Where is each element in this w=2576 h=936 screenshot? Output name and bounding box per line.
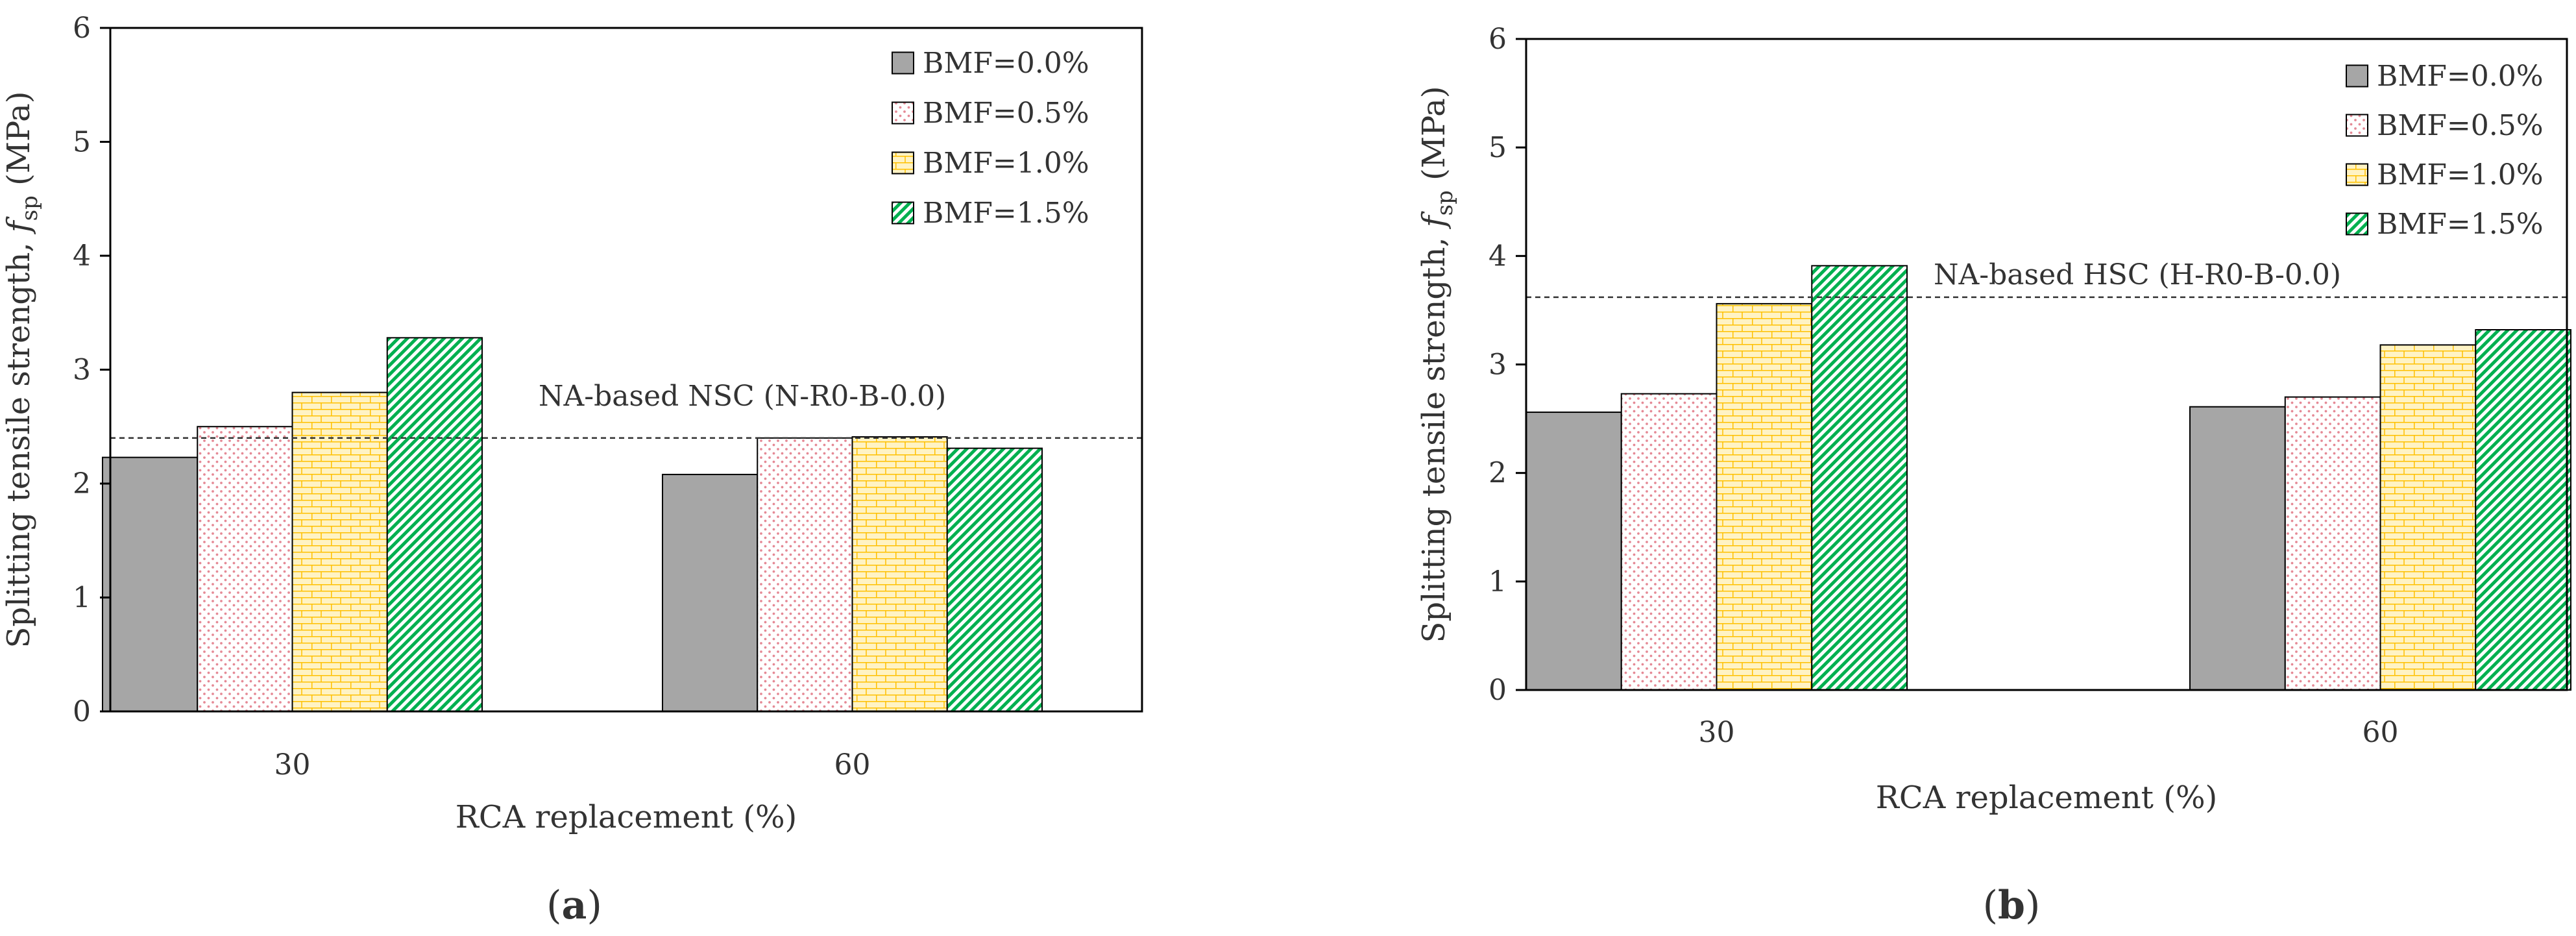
y-tick-label: 0 xyxy=(1488,674,1507,707)
bar-30-series-3 xyxy=(291,391,388,712)
bar-30-series-3 xyxy=(1716,302,1813,691)
legend-swatch xyxy=(2346,64,2368,88)
y-tick-label: 6 xyxy=(1488,23,1507,56)
y-tick-label: 0 xyxy=(73,695,91,728)
x-tick-label: 60 xyxy=(2363,716,2399,749)
panel-caption-a: (a) xyxy=(546,883,602,928)
legend-entry-label: BMF=1.5% xyxy=(2377,208,2544,241)
y-tick-label: 4 xyxy=(1488,240,1507,273)
x-tick-label: 30 xyxy=(1699,716,1735,749)
legend: BMF=0.0% BMF=0.5% BMF=1.0% BMF=1.5% xyxy=(2346,60,2544,241)
y-tick-label: 3 xyxy=(73,354,91,387)
legend-entry-label: BMF=0.5% xyxy=(2377,109,2544,142)
x-axis-label: RCA replacement (%) xyxy=(456,799,797,835)
bar-30-series-1 xyxy=(1525,412,1622,691)
legend-swatch xyxy=(2346,114,2368,137)
bar-30-series-2 xyxy=(1620,393,1718,691)
legend-swatch xyxy=(2346,163,2368,186)
legend-entry-label: BMF=0.0% xyxy=(923,47,1089,80)
bar-60-series-4 xyxy=(946,447,1043,712)
bar-30-series-1 xyxy=(102,456,199,712)
bar-60-series-3 xyxy=(851,436,948,712)
legend-swatch xyxy=(892,101,914,125)
bar-30-series-4 xyxy=(1811,265,1908,691)
bar-60-series-1 xyxy=(2189,406,2286,691)
y-tick-label: 6 xyxy=(73,12,91,45)
y-tick-label: 4 xyxy=(73,240,91,273)
bar-60-series-1 xyxy=(662,473,759,713)
x-axis-label: RCA replacement (%) xyxy=(1876,780,2218,816)
legend-entry-label: BMF=0.0% xyxy=(2377,60,2544,93)
y-tick-label: 3 xyxy=(1488,349,1507,382)
bar-60-series-3 xyxy=(2379,344,2477,691)
reference-line-label: NA-based NSC (N-R0-B-0.0) xyxy=(539,380,946,413)
chart-panel-a: NA-based NSC (N-R0-B-0.0) 0 1 2 3 4 5 6 30 60 RCA … xyxy=(1,12,1143,835)
y-tick-label: 5 xyxy=(73,126,91,159)
y-axis-label: Splitting tensile strength, fsp (MPa) xyxy=(1,92,43,648)
legend-entry-label: BMF=1.5% xyxy=(923,197,1089,230)
y-tick-label: 2 xyxy=(73,467,91,500)
legend-entry-label: BMF=1.0% xyxy=(923,147,1089,180)
legend-entry-label: BMF=1.0% xyxy=(2377,158,2544,191)
reference-line-label: NA-based HSC (H-R0-B-0.0) xyxy=(1934,258,2341,291)
legend-swatch xyxy=(892,51,914,75)
y-tick-label: 2 xyxy=(1488,457,1507,490)
legend-swatch xyxy=(2346,212,2368,236)
bar-60-series-2 xyxy=(2284,396,2381,691)
y-axis-label: Splitting tensile strength, fsp (MPa) xyxy=(1416,86,1458,643)
y-tick-label: 5 xyxy=(1488,131,1507,164)
chart-panel-b: NA-based HSC (H-R0-B-0.0) 0 1 2 3 4 5 6 30 60 RCA … xyxy=(1416,23,2571,816)
bar-30-series-4 xyxy=(386,337,483,712)
y-tick-label: 1 xyxy=(73,582,91,615)
legend-entry-label: BMF=0.5% xyxy=(923,97,1089,130)
panel-caption-b: (b) xyxy=(1983,883,2041,928)
bar-60-series-4 xyxy=(2475,329,2571,691)
x-tick-label: 30 xyxy=(274,748,311,782)
x-tick-label: 60 xyxy=(834,748,871,782)
y-tick-label: 1 xyxy=(1488,565,1507,598)
bar-30-series-2 xyxy=(197,426,293,712)
legend-swatch xyxy=(892,201,914,225)
legend: BMF=0.0% BMF=0.5% BMF=1.0% BMF=1.5% xyxy=(892,47,1089,230)
legend-swatch xyxy=(892,151,914,175)
bar-60-series-2 xyxy=(757,437,853,712)
